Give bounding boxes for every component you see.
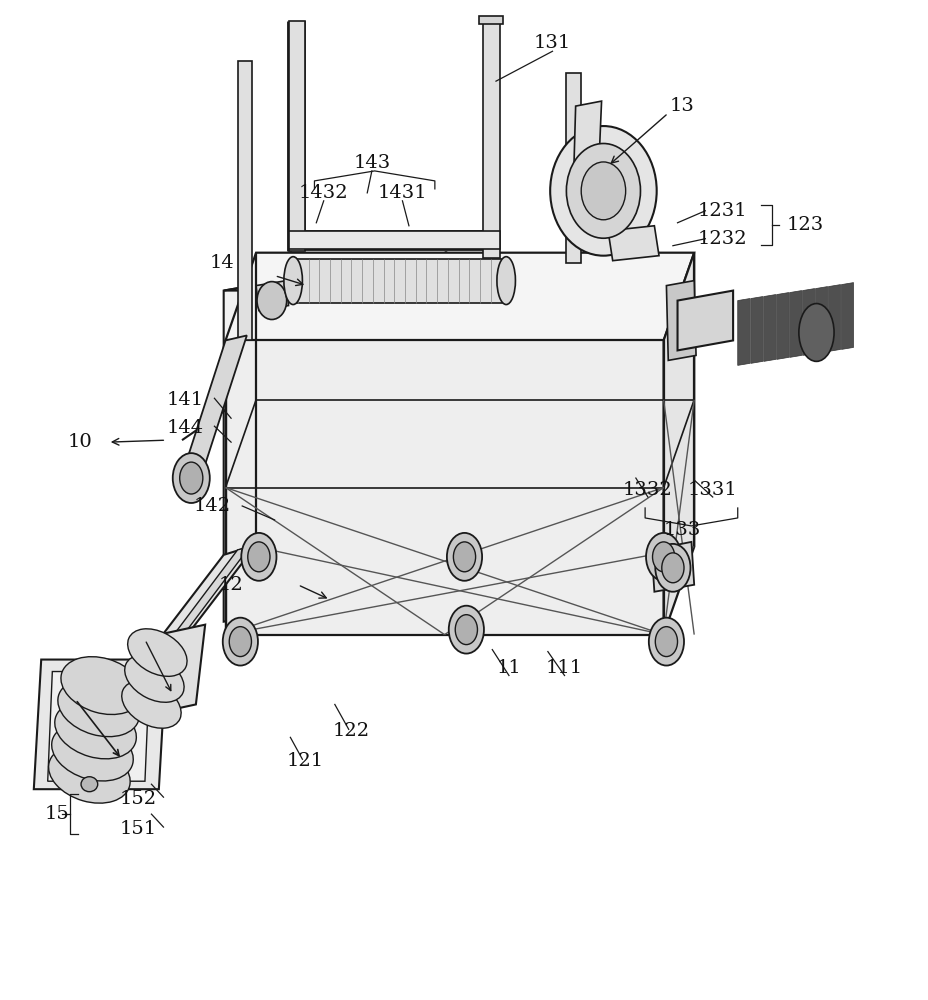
Polygon shape xyxy=(665,281,695,360)
Text: 133: 133 xyxy=(663,521,700,539)
Polygon shape xyxy=(789,291,801,357)
Ellipse shape xyxy=(284,257,303,305)
Text: 12: 12 xyxy=(218,576,243,594)
Polygon shape xyxy=(182,335,247,475)
Text: 11: 11 xyxy=(496,659,521,677)
Polygon shape xyxy=(226,253,693,340)
Text: 131: 131 xyxy=(534,34,571,52)
Polygon shape xyxy=(126,625,205,719)
Ellipse shape xyxy=(55,701,136,759)
Polygon shape xyxy=(256,281,289,311)
Polygon shape xyxy=(763,295,775,361)
Polygon shape xyxy=(750,297,762,363)
Polygon shape xyxy=(47,672,149,781)
Ellipse shape xyxy=(453,542,475,572)
Polygon shape xyxy=(479,16,503,24)
Ellipse shape xyxy=(455,615,477,645)
Ellipse shape xyxy=(124,655,184,702)
Ellipse shape xyxy=(654,627,677,657)
Ellipse shape xyxy=(223,618,258,666)
Text: 141: 141 xyxy=(166,391,203,409)
Ellipse shape xyxy=(496,257,515,305)
Polygon shape xyxy=(841,283,853,349)
Polygon shape xyxy=(293,259,506,303)
Text: 142: 142 xyxy=(194,497,231,515)
Polygon shape xyxy=(108,547,250,722)
Polygon shape xyxy=(289,231,499,249)
Text: 144: 144 xyxy=(166,419,203,437)
Ellipse shape xyxy=(179,462,202,494)
Ellipse shape xyxy=(648,618,683,666)
Text: 1232: 1232 xyxy=(696,230,746,248)
Text: 151: 151 xyxy=(120,820,157,838)
Polygon shape xyxy=(289,21,305,251)
Polygon shape xyxy=(828,285,840,351)
Ellipse shape xyxy=(446,533,482,581)
Text: 152: 152 xyxy=(120,790,157,808)
Text: 14: 14 xyxy=(209,254,234,272)
Polygon shape xyxy=(445,253,667,622)
Ellipse shape xyxy=(127,629,187,676)
Ellipse shape xyxy=(248,542,270,572)
Text: 10: 10 xyxy=(68,433,93,451)
Polygon shape xyxy=(226,340,663,635)
Ellipse shape xyxy=(52,723,133,781)
Ellipse shape xyxy=(61,657,142,715)
Ellipse shape xyxy=(566,143,639,238)
Ellipse shape xyxy=(661,553,683,583)
Text: 1432: 1432 xyxy=(299,184,348,202)
Text: 13: 13 xyxy=(669,97,694,115)
Text: 1431: 1431 xyxy=(377,184,427,202)
Ellipse shape xyxy=(241,533,277,581)
Polygon shape xyxy=(33,660,166,789)
Polygon shape xyxy=(238,61,252,340)
Ellipse shape xyxy=(654,544,690,592)
Polygon shape xyxy=(483,21,499,258)
Polygon shape xyxy=(224,253,445,622)
Text: 111: 111 xyxy=(546,659,583,677)
Text: 1331: 1331 xyxy=(687,481,737,499)
Polygon shape xyxy=(574,101,601,171)
Polygon shape xyxy=(651,542,693,592)
Polygon shape xyxy=(815,287,827,353)
Text: 1231: 1231 xyxy=(696,202,746,220)
Polygon shape xyxy=(94,545,256,724)
Polygon shape xyxy=(776,293,788,359)
Polygon shape xyxy=(737,299,749,365)
Ellipse shape xyxy=(229,627,251,657)
Ellipse shape xyxy=(798,304,833,361)
Ellipse shape xyxy=(173,453,210,503)
Ellipse shape xyxy=(581,162,625,220)
Text: 123: 123 xyxy=(786,216,823,234)
Ellipse shape xyxy=(549,126,656,256)
Ellipse shape xyxy=(257,282,287,320)
Polygon shape xyxy=(663,253,693,635)
Ellipse shape xyxy=(645,533,680,581)
Ellipse shape xyxy=(48,745,130,803)
Ellipse shape xyxy=(81,777,97,792)
Polygon shape xyxy=(677,291,732,350)
Ellipse shape xyxy=(58,679,139,737)
Text: 15: 15 xyxy=(45,805,70,823)
Ellipse shape xyxy=(448,606,483,654)
Text: 121: 121 xyxy=(287,752,323,770)
Text: 143: 143 xyxy=(353,154,390,172)
Text: 1332: 1332 xyxy=(623,481,672,499)
Ellipse shape xyxy=(651,542,674,572)
Polygon shape xyxy=(224,253,667,291)
Polygon shape xyxy=(802,289,814,355)
Ellipse shape xyxy=(122,681,181,728)
Polygon shape xyxy=(566,73,581,263)
Polygon shape xyxy=(608,226,658,261)
Text: 122: 122 xyxy=(332,722,369,740)
